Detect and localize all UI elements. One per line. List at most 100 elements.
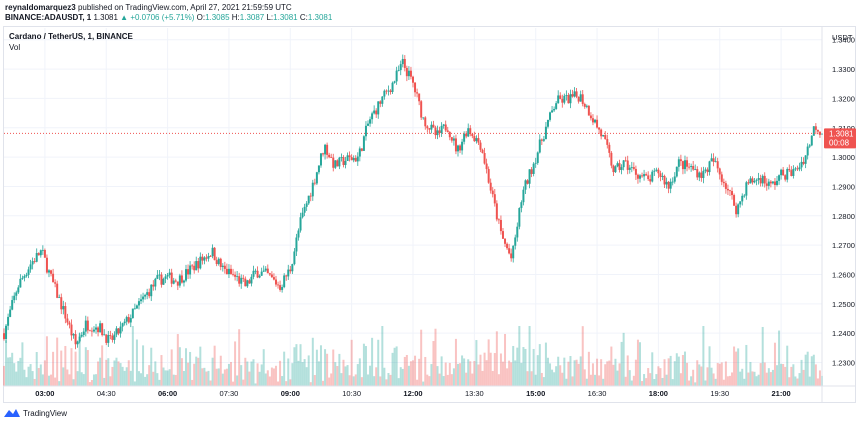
candle-body [671,181,674,183]
candle-body [440,125,443,134]
volume-bar [571,376,574,386]
candle-body [788,169,791,171]
volume-bar [211,357,214,386]
candle-body [743,195,746,197]
candle-body [395,70,398,82]
candle-body [248,280,251,284]
candle-body [45,257,48,273]
low-label: L: [266,13,274,22]
candle-body [446,130,449,133]
candle-body [348,155,351,158]
candle-body [802,161,805,164]
x-tick-label: 16:30 [588,389,607,398]
volume-bar [726,376,729,386]
candle-body [54,282,57,284]
candle-body [99,323,102,333]
candle-body [346,155,349,162]
volume-bar [444,362,447,386]
volume-bar [452,368,455,386]
volume-bar [649,373,652,386]
volume-bar [297,360,300,386]
candle-body [41,249,44,251]
candle-body [178,275,181,286]
candle-body [710,158,713,162]
candle-body [113,334,116,340]
publisher-line: reynaldomarquez3 published on TradingVie… [5,3,292,12]
volume-bar [213,345,216,386]
volume-bar [745,344,748,386]
volume-bar [332,349,335,386]
candle-body [399,64,402,71]
volume-bar [497,374,500,386]
candle-body [553,108,556,111]
volume-bar [117,361,120,386]
volume-bar [9,357,12,386]
candle-body [641,175,644,177]
volume-bar [383,367,386,386]
candle-body [193,265,196,271]
grid-lines [4,28,822,386]
volume-bar [491,370,494,386]
candle-body [512,245,515,259]
candle-body [569,94,572,104]
volume-bar [645,378,648,386]
volume-bar [614,358,617,386]
volume-bar [29,364,32,386]
candle-body [146,292,149,295]
volume-bar [495,331,498,386]
volume-bar [135,339,138,386]
candle-body [262,270,265,272]
candle-body [638,175,641,179]
volume-bar [344,366,347,386]
volume-bar [86,350,89,386]
candle-body [761,175,764,184]
candle-body [540,139,543,141]
candle-body [524,180,527,190]
candle-body [223,265,226,269]
volume-bar [254,383,257,386]
candle-body [205,257,208,259]
volume-bar [448,362,451,386]
volume-bar [610,346,613,386]
volume-bar [270,367,273,386]
volume-bar [387,373,390,386]
author-name[interactable]: reynaldomarquez3 [5,3,76,12]
volume-bar [338,353,341,386]
volume-bar [522,347,525,386]
volume-bar [604,364,607,386]
volume-bar [555,366,558,386]
candle-body [504,238,507,244]
volume-bar [76,371,79,386]
volume-bar [236,375,239,386]
candle-body [127,317,130,323]
volume-bar [311,337,314,386]
candle-body [808,145,811,147]
y-tick-label: 1.2900 [832,182,855,191]
candle-body [412,76,414,83]
candle-body [434,127,437,136]
candle-body [477,138,480,143]
candle-body [246,280,249,287]
high-value: 1.3087 [239,13,265,22]
volume-bar [215,368,218,386]
candle-body [690,166,693,167]
candle-body [3,333,5,340]
volume-bar [569,356,572,386]
volume-bar [373,376,376,386]
candle-body [123,321,126,324]
volume-bar [279,360,282,386]
volume-bar [21,342,24,386]
volume-bar [526,371,529,386]
volume-bar [313,375,316,386]
volume-bar [489,352,492,386]
last-price: 1.3081 [93,13,118,22]
price-candles [3,54,823,350]
tradingview-brand[interactable]: TradingView [4,408,67,418]
volume-bar [140,373,143,386]
candle-body [258,275,261,278]
volume-bar [792,364,795,386]
candle-body [174,280,177,282]
volume-bar [119,363,122,386]
candle-body [731,191,734,196]
